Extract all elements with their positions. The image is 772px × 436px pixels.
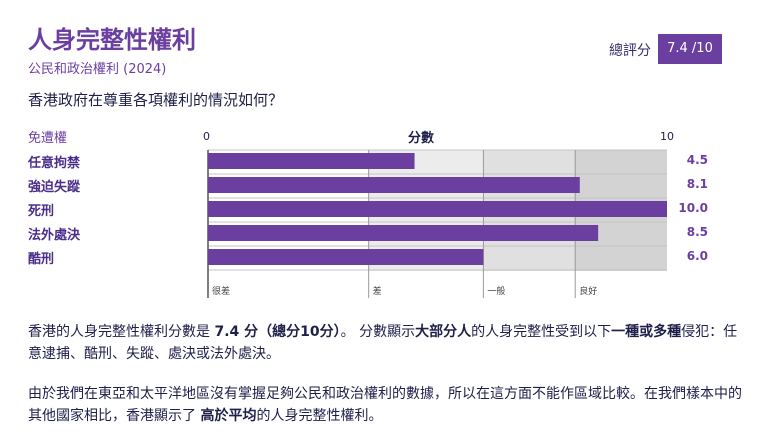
bar-5 xyxy=(208,249,484,265)
value-label: 8.1 xyxy=(686,177,708,191)
value-label: 8.5 xyxy=(686,225,708,239)
summary-text: 香港的人身完整性權利分數是 xyxy=(28,324,215,340)
x-tick-min: 0 xyxy=(203,130,210,143)
summary-paragraph: 香港的人身完整性權利分數是 7.4 分（總分10分）。 分數顯示大部分人的人身完… xyxy=(28,321,744,365)
bar-chart xyxy=(207,149,667,298)
summary-count-emphasis: 一種或多種 xyxy=(611,324,682,340)
band-label: 一般 xyxy=(487,287,506,297)
bar-1 xyxy=(208,153,415,169)
summary-text: 的人身完整性受到以下 xyxy=(471,324,612,340)
category-label: 法外處決 xyxy=(28,228,81,243)
bar-4 xyxy=(208,225,599,241)
category-column-header: 免遭權 xyxy=(28,131,68,146)
comparison-emphasis: 高於平均 xyxy=(200,408,257,424)
chart-question: 香港政府在尊重各項權利的情況如何？ xyxy=(28,91,284,109)
band-label: 差 xyxy=(372,287,382,297)
comparison-paragraph: 由於我們在東亞和太平洋地區沒有掌握足夠公民和政治權利的數據，所以在這方面不能作區… xyxy=(28,383,744,427)
value-label: 6.0 xyxy=(686,249,708,263)
category-label: 酷刑 xyxy=(28,252,55,267)
category-label: 死刑 xyxy=(28,204,55,219)
summary-majority-emphasis: 大部分人 xyxy=(415,324,472,340)
category-label: 任意拘禁 xyxy=(28,156,81,171)
x-tick-max: 10 xyxy=(660,130,674,143)
score-badge: 7.4 /10 xyxy=(658,34,722,64)
band-label: 良好 xyxy=(579,287,598,297)
comparison-text: 的人身完整性權利。 xyxy=(256,408,383,424)
band-label: 很差 xyxy=(212,287,231,297)
bar-2 xyxy=(208,177,580,193)
x-axis-title: 分數 xyxy=(408,131,435,146)
summary-text: 。 分數顯示 xyxy=(340,324,416,340)
comparison-text: 由於我們在東亞和太平洋地區沒有掌握足夠公民和政治權利的數據，所以在這方面不能作區… xyxy=(28,386,742,424)
score-label: 總評分 xyxy=(609,43,651,59)
summary-text: 侵犯：任意逮捕、酷刑、失蹤、處決或法外處決。 xyxy=(28,324,738,362)
bar-3 xyxy=(208,201,667,217)
page-title: 人身完整性權利 xyxy=(28,26,196,54)
page-subtitle: 公民和政治權利 (2024) xyxy=(28,62,167,77)
value-label: 10.0 xyxy=(678,201,708,215)
category-label: 強迫失蹤 xyxy=(28,180,81,195)
summary-score-emphasis: 7.4 分（總分10分） xyxy=(214,324,341,340)
value-label: 4.5 xyxy=(686,153,708,167)
